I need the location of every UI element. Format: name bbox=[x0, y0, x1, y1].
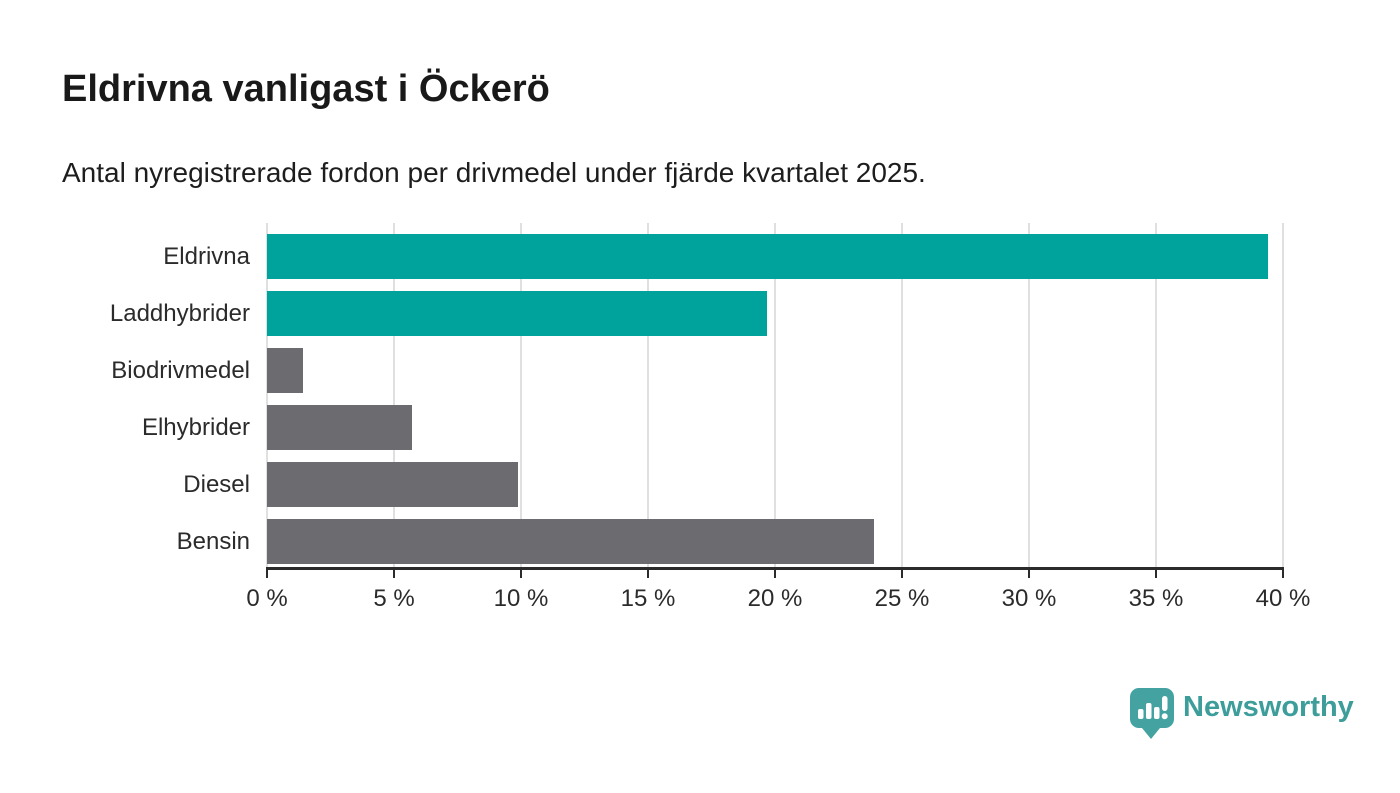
plot-area: 0 % 5 % 10 % 15 % 20 % 25 % 30 % 35 % 40 % bbox=[246, 223, 1310, 612]
gridline-15 bbox=[647, 223, 649, 567]
x-tick-0 bbox=[266, 567, 268, 578]
x-tick-20 bbox=[774, 567, 776, 578]
category-label-bensin: Bensin bbox=[176, 528, 250, 555]
bar-laddhybrider bbox=[267, 291, 768, 336]
category-label-biodrivmedel: Biodrivmedel bbox=[111, 357, 250, 384]
category-axis: Eldrivna Laddhybrider Biodrivmedel Elhybrid… bbox=[0, 223, 250, 567]
x-tick-40 bbox=[1282, 567, 1284, 578]
x-tick-label-10: 10 % bbox=[493, 585, 549, 612]
gridline-40 bbox=[1282, 223, 1284, 567]
x-tick-30 bbox=[1028, 567, 1030, 578]
x-tick-15 bbox=[647, 567, 649, 578]
bar-elhybrider bbox=[267, 405, 412, 450]
newsworthy-logo-text: Newsworthy bbox=[1183, 691, 1354, 723]
x-tick-label-5: 5 % bbox=[373, 585, 415, 612]
x-tick-label-40: 40 % bbox=[1255, 585, 1311, 612]
gridline-5 bbox=[393, 223, 395, 567]
gridline-35 bbox=[1155, 223, 1157, 567]
x-tick-5 bbox=[393, 567, 395, 578]
gridline-20 bbox=[774, 223, 776, 567]
bar-bensin bbox=[267, 519, 875, 564]
gridline-10 bbox=[520, 223, 522, 567]
bar-biodrivmedel bbox=[267, 348, 303, 393]
chart-subtitle: Antal nyregistrerade fordon per drivmede… bbox=[62, 157, 926, 188]
x-tick-label-25: 25 % bbox=[874, 585, 930, 612]
x-tick-label-0: 0 % bbox=[246, 585, 288, 612]
category-label-diesel: Diesel bbox=[183, 471, 250, 498]
bar-eldrivna bbox=[267, 234, 1268, 279]
gridline-0 bbox=[266, 223, 268, 567]
category-label-eldrivna: Eldrivna bbox=[163, 243, 250, 270]
x-tick-label-35: 35 % bbox=[1128, 585, 1184, 612]
bar-diesel bbox=[267, 462, 519, 507]
newsworthy-logo: Newsworthy bbox=[1130, 688, 1354, 740]
newsworthy-logo-icon bbox=[1130, 688, 1174, 739]
category-label-elhybrider: Elhybrider bbox=[141, 414, 250, 441]
x-tick-label-15: 15 % bbox=[620, 585, 676, 612]
x-tick-25 bbox=[901, 567, 903, 578]
x-tick-10 bbox=[520, 567, 522, 578]
x-tick-label-30: 30 % bbox=[1001, 585, 1057, 612]
logo-pin-shape bbox=[1130, 688, 1174, 739]
x-tick-35 bbox=[1155, 567, 1157, 578]
category-label-laddhybrider: Laddhybrider bbox=[109, 300, 250, 327]
gridline-25 bbox=[901, 223, 903, 567]
chart-title: Eldrivna vanligast i Öckerö bbox=[62, 68, 550, 110]
x-tick-label-20: 20 % bbox=[747, 585, 803, 612]
gridline-30 bbox=[1028, 223, 1030, 567]
